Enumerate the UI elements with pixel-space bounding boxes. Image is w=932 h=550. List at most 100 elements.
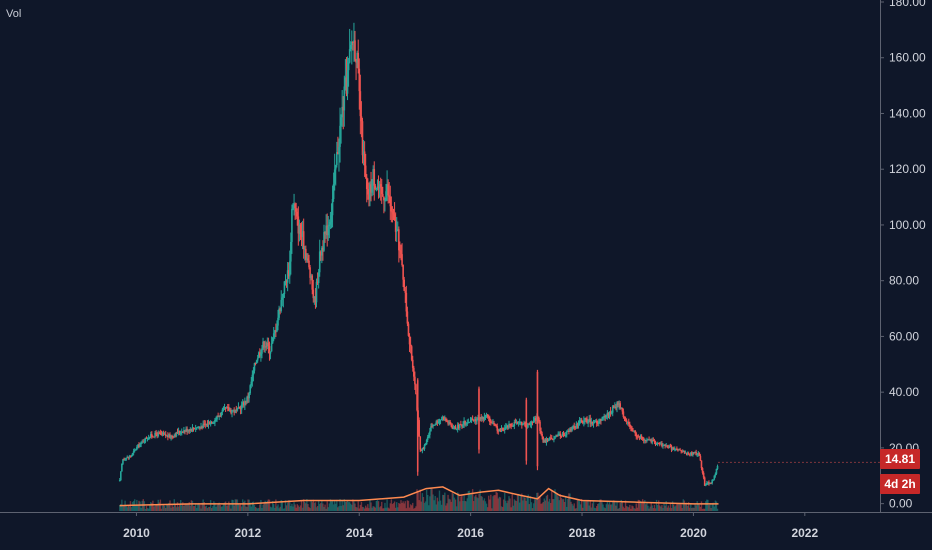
volume-bar	[474, 496, 476, 511]
volume-bar	[620, 499, 622, 511]
volume-bar	[553, 499, 555, 511]
volume-bar	[147, 508, 150, 511]
candle-body	[570, 429, 572, 431]
candle-body	[653, 440, 656, 442]
candle-body	[435, 421, 438, 425]
candle-body	[600, 419, 602, 421]
candle-body	[223, 407, 226, 409]
candle-body	[456, 424, 459, 429]
volume-bar	[662, 508, 664, 511]
y-tick-label: 100.00	[889, 218, 926, 232]
candle-body	[133, 449, 136, 452]
volume-bar	[440, 504, 443, 511]
volume-bar	[475, 494, 477, 511]
candle-body	[560, 436, 563, 438]
candle-body	[151, 434, 153, 437]
candle-body	[401, 254, 403, 266]
candle-body	[487, 416, 490, 418]
y-tick-label: 160.00	[889, 51, 926, 65]
volume-bar	[550, 502, 552, 511]
candle-body	[586, 418, 588, 424]
candle-body	[491, 422, 493, 424]
volume-bar	[680, 504, 682, 511]
candle-body	[363, 151, 366, 166]
candle-body	[347, 62, 350, 71]
volume-bar	[317, 500, 320, 511]
volume-bar	[667, 505, 670, 511]
volume-bar	[464, 501, 466, 511]
candle-body	[550, 438, 553, 440]
volume-bar	[658, 500, 660, 511]
candle-body	[546, 438, 549, 441]
candle-body	[303, 248, 306, 250]
candle-body	[156, 434, 158, 437]
candle-body	[313, 296, 316, 299]
volume-bar	[507, 500, 509, 511]
volume-bar	[128, 506, 131, 511]
volume-bar	[367, 504, 369, 511]
volume-bar	[624, 500, 627, 511]
volume-bar	[320, 502, 322, 511]
volume-bar	[285, 505, 288, 511]
volume-bar	[258, 507, 260, 511]
volume-bar	[331, 500, 334, 511]
candle-body	[620, 407, 623, 409]
candle-body	[155, 432, 157, 435]
candle-body	[547, 439, 550, 441]
volume-bar	[369, 499, 371, 511]
volume-bar	[345, 501, 348, 511]
volume-bar	[352, 499, 354, 511]
volume-bar	[453, 497, 456, 511]
candle-body	[663, 444, 665, 446]
volume-bar	[220, 506, 223, 511]
candle-body	[379, 184, 382, 187]
volume-bar	[592, 500, 595, 511]
candle-body	[144, 437, 147, 442]
volume-bar	[385, 507, 387, 511]
candle-body	[263, 341, 265, 348]
volume-bar	[158, 502, 161, 511]
volume-bar	[441, 494, 444, 511]
volume-bar	[471, 489, 474, 511]
candle-body	[276, 325, 278, 332]
volume-bar	[370, 502, 372, 511]
y-tick-label: 120.00	[889, 162, 926, 176]
volume-bar	[536, 492, 538, 511]
volume-bar	[713, 506, 716, 511]
volume-bar	[274, 507, 276, 511]
volume-bar	[574, 508, 576, 511]
volume-bar	[283, 508, 286, 511]
candle-body	[121, 463, 123, 472]
candle-body	[530, 422, 533, 425]
volume-bar	[425, 489, 428, 511]
candle-body	[657, 442, 660, 444]
volume-bar	[660, 506, 662, 511]
volume-bar	[427, 495, 429, 511]
candle-body	[604, 416, 607, 418]
candle-body	[482, 417, 485, 420]
candle-body	[386, 184, 388, 192]
volume-bar	[143, 501, 146, 511]
candle-body	[294, 203, 296, 209]
volume-bar	[431, 488, 433, 511]
volume-bar	[407, 500, 410, 511]
volume-bar	[610, 504, 613, 511]
candle-body	[471, 418, 474, 420]
candle-body	[199, 426, 201, 428]
volume-bar	[277, 504, 279, 511]
candle-body	[325, 225, 327, 234]
volume-bar	[616, 502, 618, 511]
volume-bar	[664, 505, 666, 511]
volume-bar	[299, 505, 302, 511]
volume-bar	[575, 508, 578, 511]
volume-bar	[160, 508, 163, 511]
candle-body	[158, 432, 161, 434]
candle-body	[567, 430, 569, 432]
candle-body	[318, 251, 321, 273]
volume-bar	[444, 492, 446, 511]
volume-bar	[184, 503, 186, 511]
volume-bar	[703, 508, 706, 511]
y-tick-label: 60.00	[889, 329, 919, 343]
